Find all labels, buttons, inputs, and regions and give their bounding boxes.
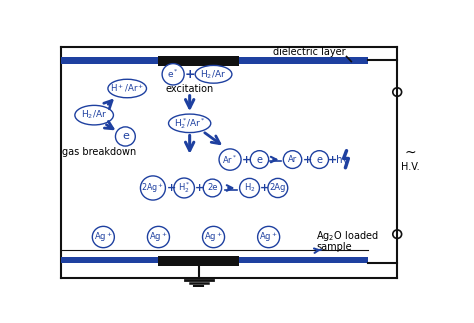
Circle shape	[202, 226, 225, 248]
Text: Ag$^+$: Ag$^+$	[204, 230, 223, 244]
Text: +: +	[302, 155, 312, 164]
Text: ~: ~	[404, 145, 416, 160]
Text: +: +	[184, 68, 195, 81]
Circle shape	[92, 226, 114, 248]
Text: Ag$^+$: Ag$^+$	[94, 230, 113, 244]
Text: e: e	[316, 155, 322, 164]
Text: sample: sample	[317, 242, 352, 252]
Text: +: +	[328, 155, 337, 164]
Text: H.V.: H.V.	[401, 162, 419, 172]
Text: H$_2$/Ar: H$_2$/Ar	[81, 109, 107, 121]
FancyBboxPatch shape	[158, 256, 239, 266]
Text: Ar$^*$: Ar$^*$	[222, 153, 237, 166]
Text: 2Ag: 2Ag	[270, 183, 286, 193]
Circle shape	[258, 226, 280, 248]
Text: Ag$^+$: Ag$^+$	[149, 230, 168, 244]
Text: H$_2$: H$_2$	[244, 182, 255, 194]
Text: +: +	[167, 183, 176, 193]
Circle shape	[140, 176, 165, 200]
Circle shape	[174, 178, 194, 198]
Text: excitation: excitation	[165, 84, 214, 93]
Text: 2Ag$^+$: 2Ag$^+$	[141, 181, 164, 195]
FancyBboxPatch shape	[61, 257, 368, 263]
Text: H$^+$/Ar$^+$: H$^+$/Ar$^+$	[110, 83, 145, 94]
Text: +: +	[242, 155, 251, 164]
Text: gas breakdown: gas breakdown	[62, 148, 137, 157]
Circle shape	[268, 178, 288, 198]
Text: Ar: Ar	[288, 155, 297, 164]
Text: hv: hv	[337, 155, 349, 164]
Ellipse shape	[169, 114, 211, 132]
Ellipse shape	[75, 105, 113, 125]
Circle shape	[219, 149, 241, 170]
Circle shape	[250, 151, 269, 169]
Text: +: +	[260, 183, 270, 193]
Ellipse shape	[108, 79, 146, 98]
Text: H$_2$/Ar: H$_2$/Ar	[201, 68, 227, 80]
Ellipse shape	[195, 65, 232, 83]
FancyBboxPatch shape	[61, 57, 368, 64]
Text: e: e	[122, 131, 129, 141]
Text: dielectric layer: dielectric layer	[273, 47, 346, 57]
Text: e$^*$: e$^*$	[167, 68, 179, 80]
Circle shape	[283, 151, 301, 169]
Circle shape	[162, 64, 184, 85]
Text: 2e: 2e	[207, 183, 218, 193]
Text: H$_2^*$/Ar$^*$: H$_2^*$/Ar$^*$	[173, 116, 206, 131]
Text: Ag$^+$: Ag$^+$	[259, 230, 278, 244]
Circle shape	[203, 179, 222, 197]
Text: e: e	[256, 155, 263, 164]
Circle shape	[147, 226, 170, 248]
Text: Ag$_2$O loaded: Ag$_2$O loaded	[317, 229, 379, 243]
Text: +: +	[195, 183, 204, 193]
FancyBboxPatch shape	[158, 56, 239, 67]
Text: H$_2^*$: H$_2^*$	[178, 181, 190, 195]
Circle shape	[116, 127, 135, 146]
Circle shape	[310, 151, 328, 169]
Circle shape	[240, 178, 259, 198]
